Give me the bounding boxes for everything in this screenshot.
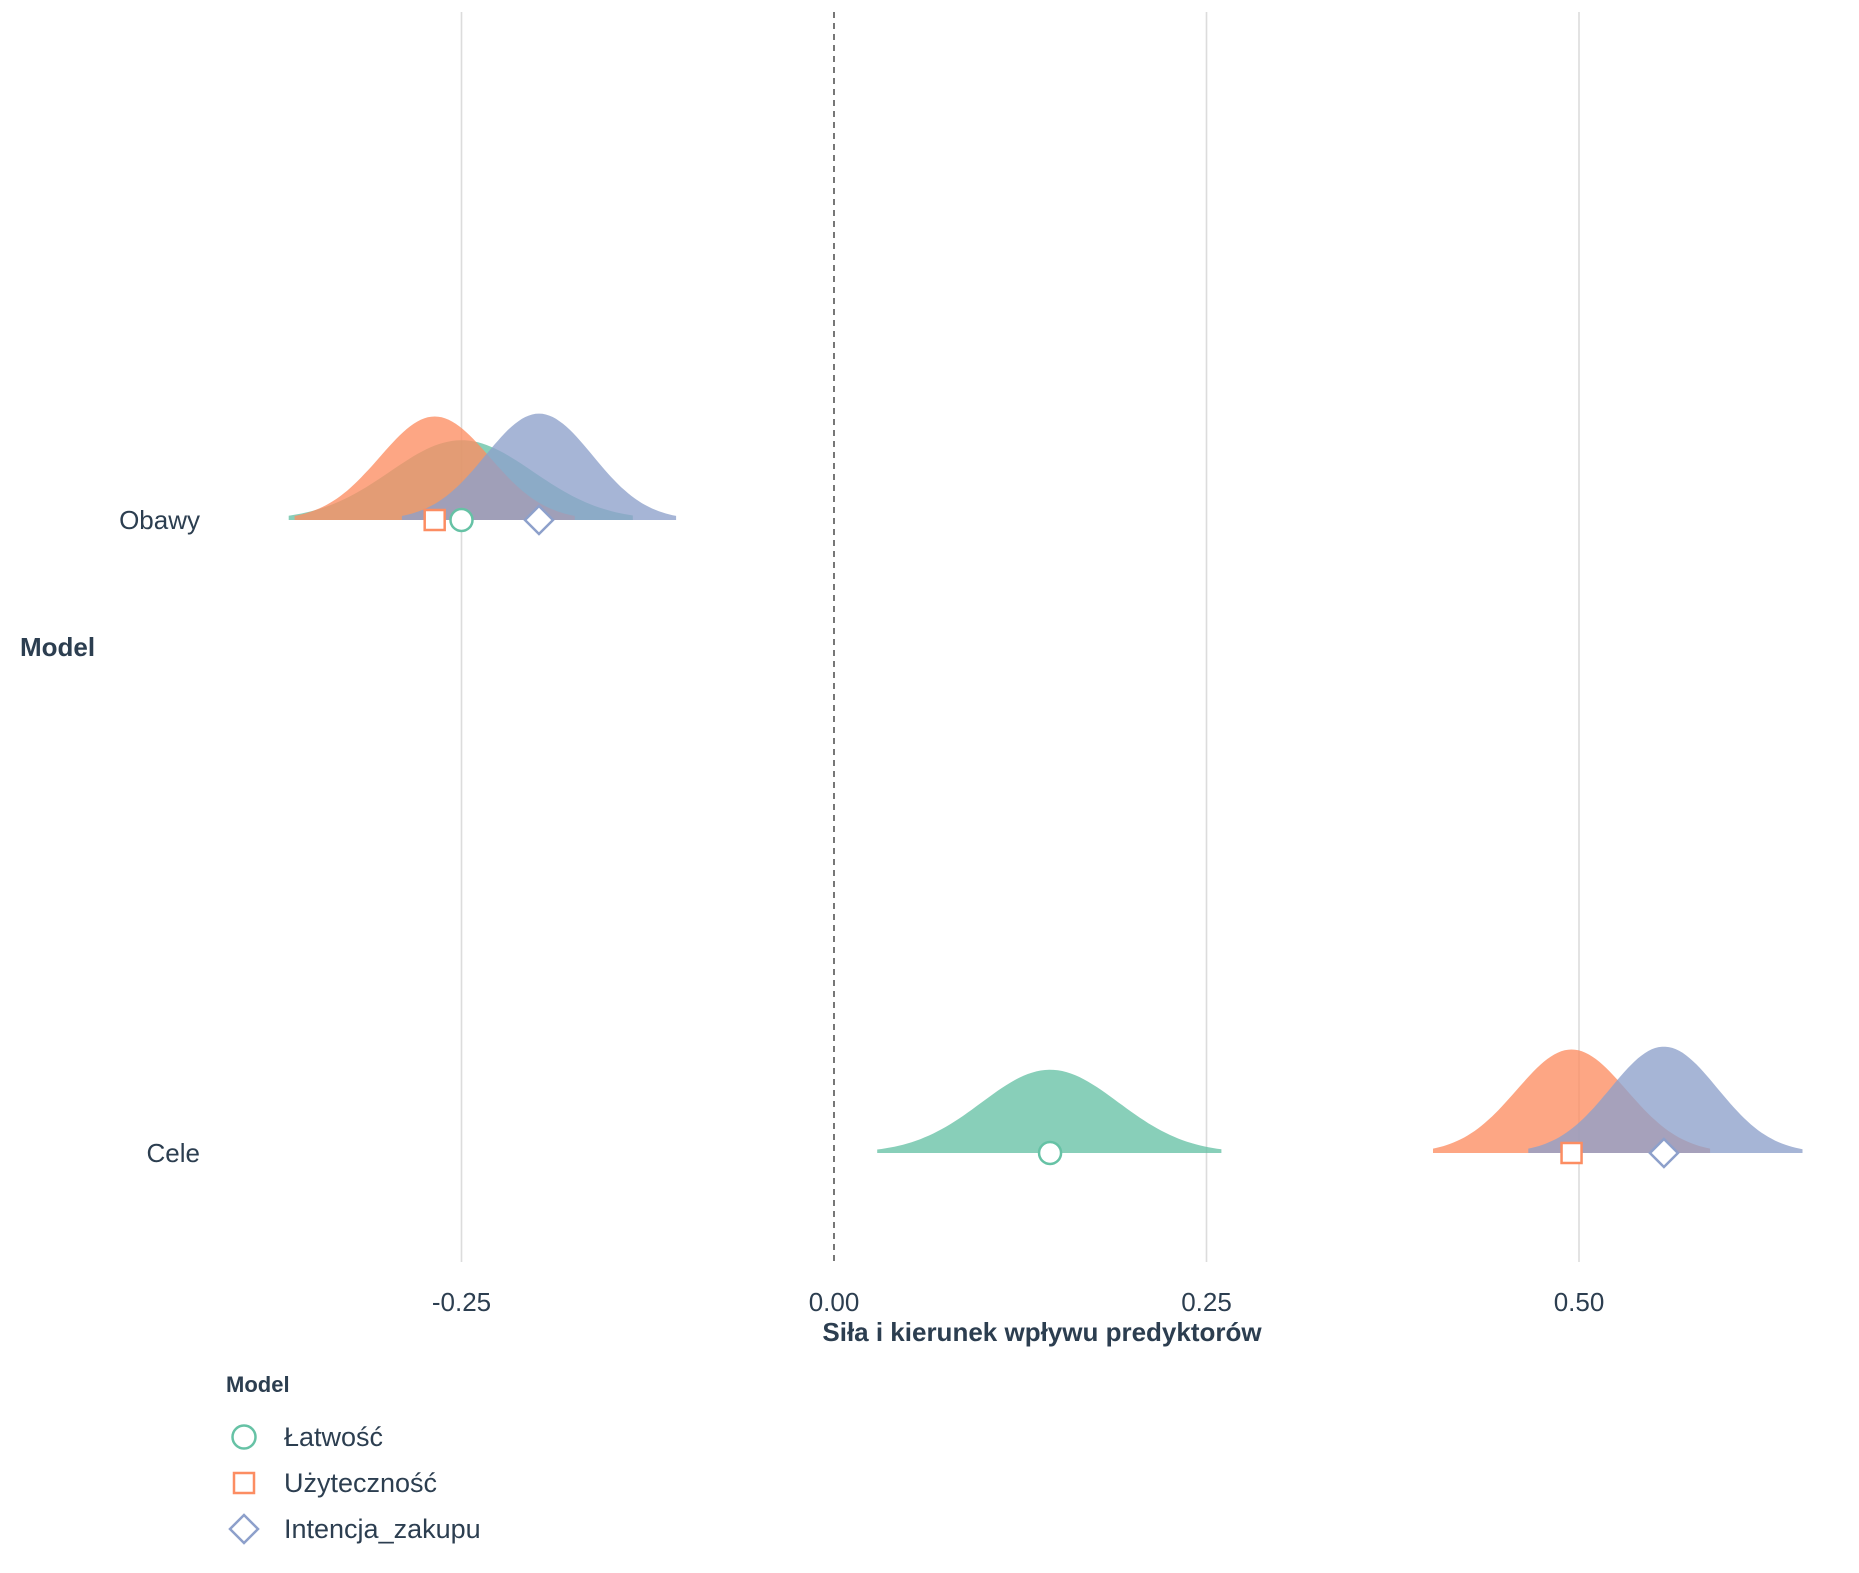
y-category-label: Cele — [147, 1138, 200, 1168]
grid-lines — [460, 12, 1580, 1262]
estimate-markers — [423, 504, 1680, 1169]
density-ridge — [401, 413, 677, 520]
estimate-point — [1037, 1140, 1063, 1166]
circle-marker-icon — [226, 1419, 262, 1455]
x-tick-label: -0.25 — [432, 1287, 491, 1317]
x-axis-title: Siła i kierunek wpływu predyktorów — [822, 1317, 1262, 1347]
legend-title: Model — [226, 1372, 290, 1397]
density-ridge — [1528, 1046, 1803, 1153]
legend: Model Łatwość Użyteczność Intencja_zakup… — [226, 1372, 481, 1552]
estimate-point — [449, 507, 474, 533]
x-tick-labels: -0.25 0.00 0.25 0.50 — [432, 1287, 1604, 1317]
estimate-point — [1648, 1137, 1680, 1169]
estimate-point — [423, 508, 446, 532]
estimate-point — [523, 504, 555, 536]
x-tick-label: 0.50 — [1554, 1287, 1605, 1317]
y-category-label: Obawy — [119, 505, 200, 535]
y-category-labels: Obawy Cele — [119, 505, 200, 1168]
density-ridge — [877, 1069, 1222, 1153]
legend-label: Użyteczność — [284, 1467, 438, 1498]
diamond-marker-icon — [226, 1511, 262, 1547]
legend-item-uzytecznosc: Użyteczność — [226, 1460, 481, 1506]
square-marker-icon — [226, 1465, 262, 1501]
estimate-point — [1560, 1141, 1583, 1165]
legend-item-latwosc: Łatwość — [226, 1414, 481, 1460]
x-tick-label: 0.25 — [1181, 1287, 1232, 1317]
legend-item-intencja-zakupu: Intencja_zakupu — [226, 1506, 481, 1552]
density-ridges — [288, 413, 1803, 1153]
legend-label: Intencja_zakupu — [284, 1513, 481, 1544]
legend-label: Łatwość — [284, 1421, 384, 1452]
x-tick-label: 0.00 — [809, 1287, 860, 1317]
y-axis-title: Model — [20, 632, 95, 662]
